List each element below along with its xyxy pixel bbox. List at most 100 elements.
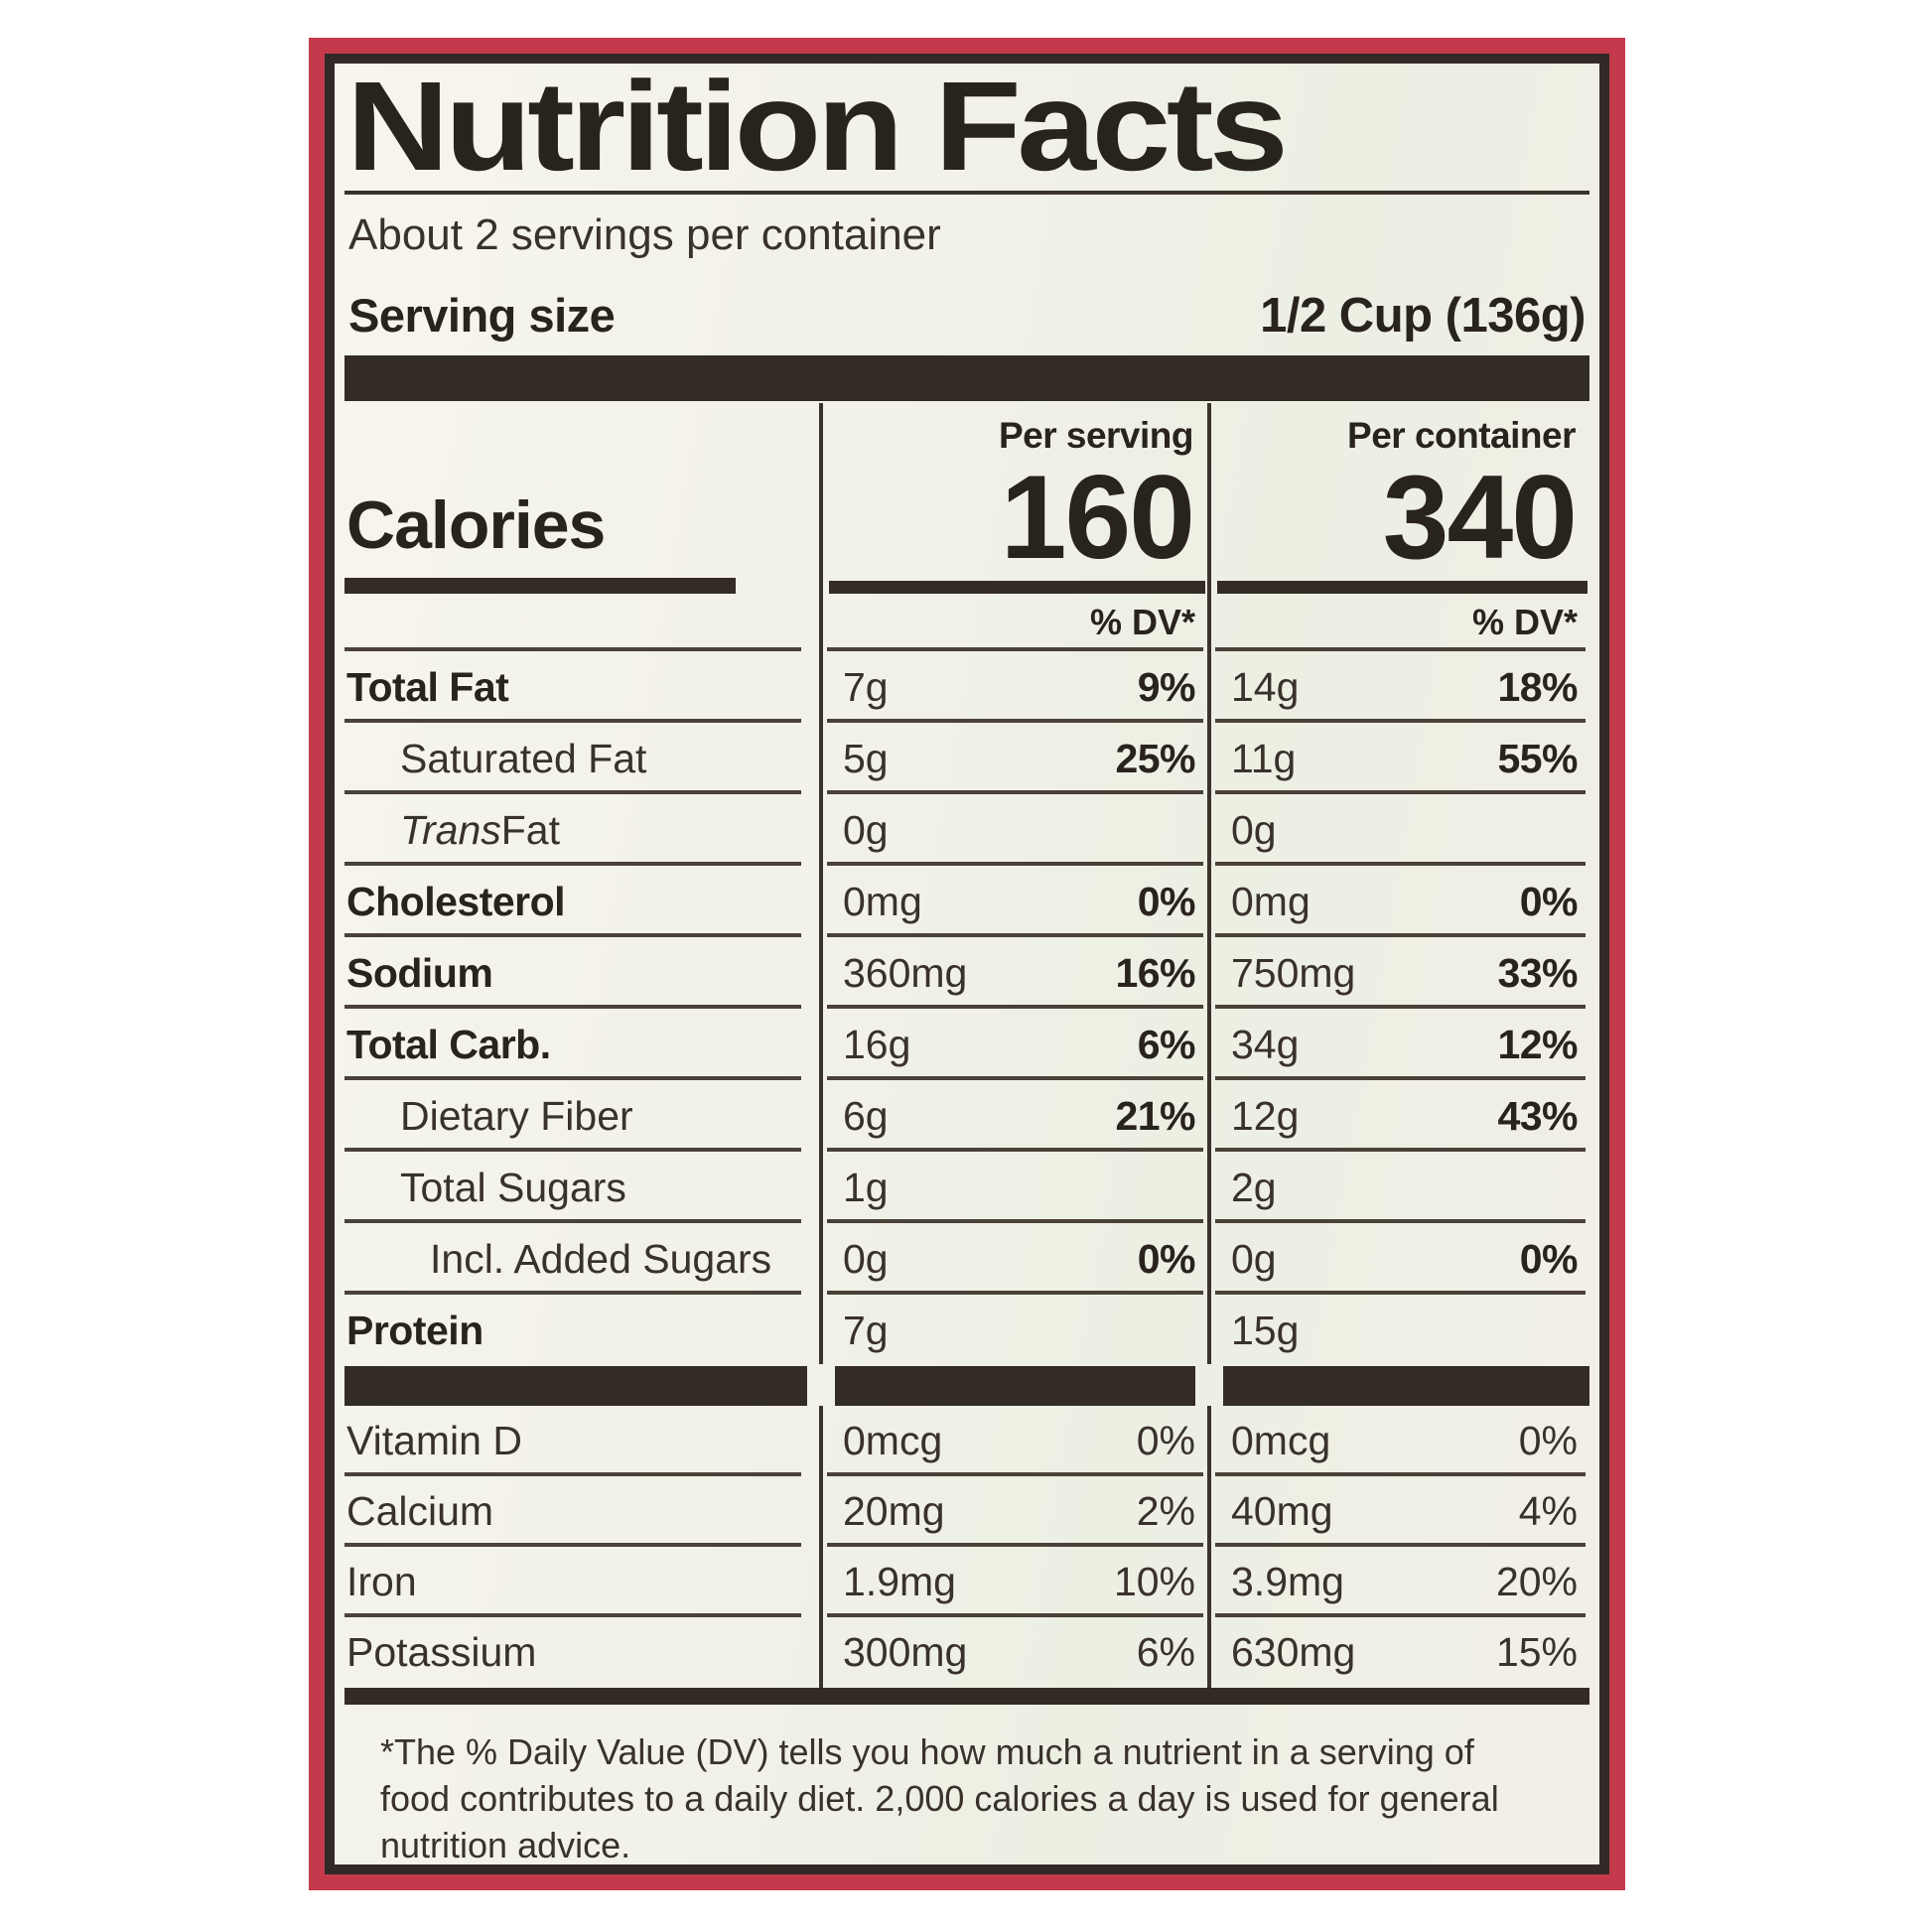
per-container-cell: 0mg 0% bbox=[1211, 866, 1589, 937]
per-serving-amount: 360mg bbox=[843, 949, 968, 996]
per-serving-amount: 1.9mg bbox=[843, 1559, 956, 1604]
per-container-amount: 34g bbox=[1231, 1021, 1300, 1067]
per-container-calories-cell: Per container 340 bbox=[1211, 401, 1589, 594]
micronutrient-row: Calcium 20mg 2% 40mg 4% bbox=[345, 1476, 1589, 1547]
servings-per-container: About 2 servings per container bbox=[348, 210, 941, 259]
nutrient-name: Trans Fat bbox=[345, 794, 819, 866]
per-serving-amount: 6g bbox=[843, 1092, 889, 1139]
per-serving-cell: 360mg 16% bbox=[823, 937, 1207, 1009]
nutrient-name: Total Fat bbox=[345, 651, 819, 723]
per-container-dv: 55% bbox=[1497, 735, 1578, 781]
per-serving-dv: 0% bbox=[1137, 878, 1196, 924]
per-container-amount: 40mg bbox=[1231, 1488, 1333, 1534]
daily-value-header-row: % DV* % DV* bbox=[345, 594, 1589, 651]
per-serving-cell: 0mg 0% bbox=[823, 866, 1207, 937]
per-serving-cell: 300mg 6% bbox=[823, 1617, 1207, 1688]
per-serving-cell: 7g bbox=[823, 1295, 1207, 1366]
section-divider-bar-middle bbox=[345, 1366, 1589, 1406]
calories-per-container-value: 340 bbox=[1382, 451, 1578, 584]
nutrient-name: Total Carb. bbox=[345, 1009, 819, 1080]
calories-label: Calories bbox=[346, 487, 606, 563]
nutrient-name: Protein bbox=[346, 1307, 483, 1353]
per-container-amount: 0mcg bbox=[1231, 1418, 1331, 1463]
per-container-cell: 40mg 4% bbox=[1211, 1476, 1589, 1547]
nutrient-name: Cholesterol bbox=[345, 866, 819, 937]
per-serving-dv: 0% bbox=[1136, 1418, 1195, 1463]
nutrient-row: Saturated Fat 5g 25% 11g 55% bbox=[345, 723, 1589, 794]
per-container-cell: 15g bbox=[1211, 1295, 1589, 1366]
nutrition-facts-label: Nutrition Facts About 2 servings per con… bbox=[335, 64, 1599, 1864]
nutrient-row: Total Sugars 1g 2g bbox=[345, 1152, 1589, 1223]
column-divider bbox=[1207, 403, 1211, 1364]
nutrient-row: Incl. Added Sugars 0g 0% 0g 0% bbox=[345, 1223, 1589, 1295]
nutrient-name: Dietary Fiber bbox=[345, 1080, 819, 1152]
per-serving-dv: 0% bbox=[1137, 1235, 1196, 1282]
per-container-dv: 20% bbox=[1495, 1559, 1578, 1604]
per-container-dv: 0% bbox=[1519, 878, 1579, 924]
per-container-cell: 11g 55% bbox=[1211, 723, 1589, 794]
per-container-cell: 12g 43% bbox=[1211, 1080, 1589, 1152]
per-serving-dv: 10% bbox=[1113, 1559, 1195, 1604]
per-serving-header: Per serving bbox=[998, 415, 1194, 456]
per-container-dv: 4% bbox=[1518, 1488, 1578, 1534]
per-serving-cell: 1.9mg 10% bbox=[823, 1547, 1207, 1617]
column-divider bbox=[1207, 1406, 1211, 1688]
per-container-amount: 11g bbox=[1231, 735, 1297, 781]
per-container-cell: 0mcg 0% bbox=[1211, 1406, 1589, 1476]
title-rule bbox=[345, 191, 1589, 195]
per-container-cell: 750mg 33% bbox=[1211, 937, 1589, 1009]
nutrient-row: Sodium 360mg 16% 750mg 33% bbox=[345, 937, 1589, 1009]
per-serving-amount: 20mg bbox=[843, 1488, 945, 1534]
per-container-dv: 0% bbox=[1518, 1418, 1578, 1463]
per-container-header: Per container bbox=[1347, 415, 1576, 456]
label-border: Nutrition Facts About 2 servings per con… bbox=[325, 54, 1609, 1874]
per-serving-cell: 0g 0% bbox=[823, 1223, 1207, 1295]
section-divider-bar-top bbox=[345, 355, 1589, 401]
per-serving-cell: 6g 21% bbox=[823, 1080, 1207, 1152]
per-serving-cell: 16g 6% bbox=[823, 1009, 1207, 1080]
bar-segment bbox=[835, 1366, 1195, 1406]
column-divider bbox=[819, 403, 823, 1364]
per-serving-cell: 0g bbox=[823, 794, 1207, 866]
serving-size-label: Serving size bbox=[348, 289, 616, 342]
per-container-dv: 0% bbox=[1519, 1235, 1579, 1282]
per-container-dv: 33% bbox=[1497, 949, 1578, 996]
per-serving-dv: 2% bbox=[1136, 1488, 1195, 1534]
per-serving-amount: 0mcg bbox=[843, 1418, 943, 1463]
per-container-amount: 750mg bbox=[1231, 949, 1356, 996]
micronutrient-row: Potassium 300mg 6% 630mg 15% bbox=[345, 1617, 1589, 1688]
per-serving-dv: 9% bbox=[1137, 663, 1196, 710]
nutrient-name: Potassium bbox=[346, 1629, 537, 1675]
per-serving-cell: 20mg 2% bbox=[823, 1476, 1207, 1547]
per-container-cell: 630mg 15% bbox=[1211, 1617, 1589, 1688]
per-container-amount: 14g bbox=[1231, 663, 1300, 710]
nutrient-name: Total Sugars bbox=[345, 1152, 819, 1223]
bar-segment bbox=[1223, 1366, 1589, 1406]
nutrient-name: Calcium bbox=[345, 1476, 819, 1547]
per-container-dv: 12% bbox=[1497, 1021, 1578, 1067]
per-container-amount: 630mg bbox=[1231, 1629, 1356, 1675]
per-serving-amount: 1g bbox=[843, 1164, 889, 1210]
per-serving-amount: 7g bbox=[843, 663, 889, 710]
per-container-amount: 0g bbox=[1231, 806, 1277, 853]
nutrient-name: Vitamin D bbox=[345, 1406, 819, 1476]
per-container-amount: 0g bbox=[1231, 1235, 1277, 1282]
section-divider-bar-bottom bbox=[345, 1688, 1589, 1705]
nutrient-row: Protein 7g 15g bbox=[345, 1295, 1589, 1366]
per-container-cell: 3.9mg 20% bbox=[1211, 1547, 1589, 1617]
per-serving-dv: 21% bbox=[1115, 1092, 1195, 1139]
label-red-frame: Nutrition Facts About 2 servings per con… bbox=[309, 38, 1625, 1890]
per-serving-cell: 5g 25% bbox=[823, 723, 1207, 794]
per-serving-cell: 7g 9% bbox=[823, 651, 1207, 723]
per-container-dv-header: % DV* bbox=[1211, 594, 1589, 651]
micronutrient-row: Iron 1.9mg 10% 3.9mg 20% bbox=[345, 1547, 1589, 1617]
nutrient-row: Cholesterol 0mg 0% 0mg 0% bbox=[345, 866, 1589, 937]
per-serving-cell: 0mcg 0% bbox=[823, 1406, 1207, 1476]
calories-per-serving-value: 160 bbox=[1000, 451, 1195, 584]
per-container-cell: 0g bbox=[1211, 794, 1589, 866]
per-serving-dv-header: % DV* bbox=[823, 594, 1207, 651]
micronutrient-row: Vitamin D 0mcg 0% 0mcg 0% bbox=[345, 1406, 1589, 1476]
per-container-dv: 18% bbox=[1497, 663, 1578, 710]
per-serving-dv: 6% bbox=[1136, 1629, 1195, 1675]
daily-value-footnote: *The % Daily Value (DV) tells you how mu… bbox=[380, 1731, 1499, 1864]
